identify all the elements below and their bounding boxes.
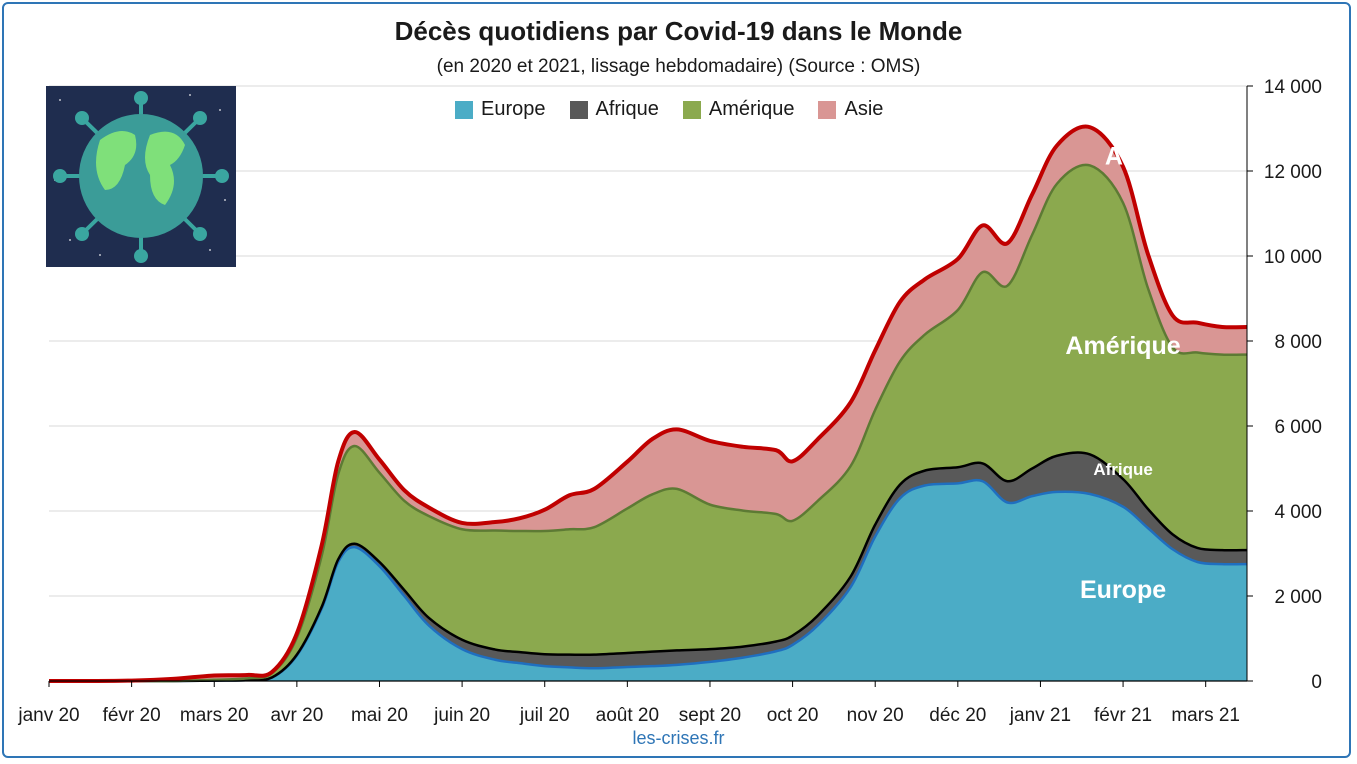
legend-swatch — [455, 100, 473, 119]
legend-item-europe[interactable]: Europe — [455, 98, 546, 121]
legend-item-asie[interactable]: Asie — [818, 98, 883, 121]
stacked-areas — [49, 126, 1247, 682]
x-tick-label: déc 20 — [929, 705, 986, 726]
x-tick-label: sept 20 — [679, 705, 741, 726]
y-tick-label: 2 000 — [1274, 587, 1322, 608]
x-tick-label: août 20 — [596, 705, 659, 726]
area-label: Amérique — [1065, 332, 1180, 360]
x-tick-label: mars 21 — [1171, 705, 1240, 726]
chart-source[interactable]: les-crises.fr — [632, 728, 725, 748]
area-outlines — [48, 124, 1248, 684]
area-labels: Europe Afrique Amérique Asie — [1065, 143, 1180, 605]
chart-subtitle: (en 2020 et 2021, lissage hebdomadaire) … — [436, 56, 921, 77]
x-tick-label: févr 21 — [1094, 705, 1152, 726]
legend-item-amerique[interactable]: Amérique — [682, 98, 795, 121]
y-tick-label: 4 000 — [1274, 502, 1322, 523]
legend-label: Europe — [481, 98, 546, 120]
y-tick-label: 14 000 — [1264, 77, 1322, 98]
area-label: Asie — [1105, 143, 1158, 171]
legend-label: Afrique — [595, 98, 659, 120]
area-europe — [49, 480, 1247, 682]
x-tick-label: avr 20 — [270, 705, 323, 726]
x-tick-label: juin 20 — [433, 705, 490, 726]
x-tick-label: févr 20 — [103, 705, 161, 726]
series-line — [48, 451, 1248, 683]
legend-swatch — [682, 100, 701, 119]
x-tick-label: janv 21 — [1009, 705, 1071, 726]
x-tick-label: janv 20 — [17, 705, 79, 726]
area-label: Europe — [1080, 576, 1166, 604]
legend-swatch — [569, 100, 588, 119]
x-tick-label: mai 20 — [351, 705, 408, 726]
legend-swatch — [818, 100, 837, 119]
y-tick-label: 12 000 — [1264, 162, 1322, 183]
legend-label: Asie — [844, 98, 884, 120]
legend-label: Amérique — [708, 98, 795, 120]
y-tick-label: 8 000 — [1274, 332, 1322, 353]
legend: Europe Afrique Amérique Asie — [455, 98, 883, 121]
y-tick-label: 6 000 — [1274, 417, 1322, 438]
globe-virus-illustration — [46, 86, 236, 267]
x-tick-label: mars 20 — [180, 705, 249, 726]
x-tick-label: juil 20 — [519, 705, 570, 726]
total-line — [48, 124, 1248, 684]
chart-title: Décès quotidiens par Covid-19 dans le Mo… — [394, 16, 963, 46]
y-axis: 0 2 000 4 000 6 000 8 000 10 000 12 000 14 000 — [1246, 77, 1322, 693]
legend-item-afrique[interactable]: Afrique — [569, 98, 659, 121]
y-tick-label: 10 000 — [1264, 247, 1322, 268]
x-tick-label: oct 20 — [767, 705, 819, 726]
x-tick-label: nov 20 — [847, 705, 904, 726]
y-tick-label: 0 — [1311, 672, 1322, 693]
x-axis: janv 20 févr 20 mars 20 avr 20 mai 20 juin 20… — [17, 680, 1247, 726]
area-label: Afrique — [1093, 460, 1153, 479]
